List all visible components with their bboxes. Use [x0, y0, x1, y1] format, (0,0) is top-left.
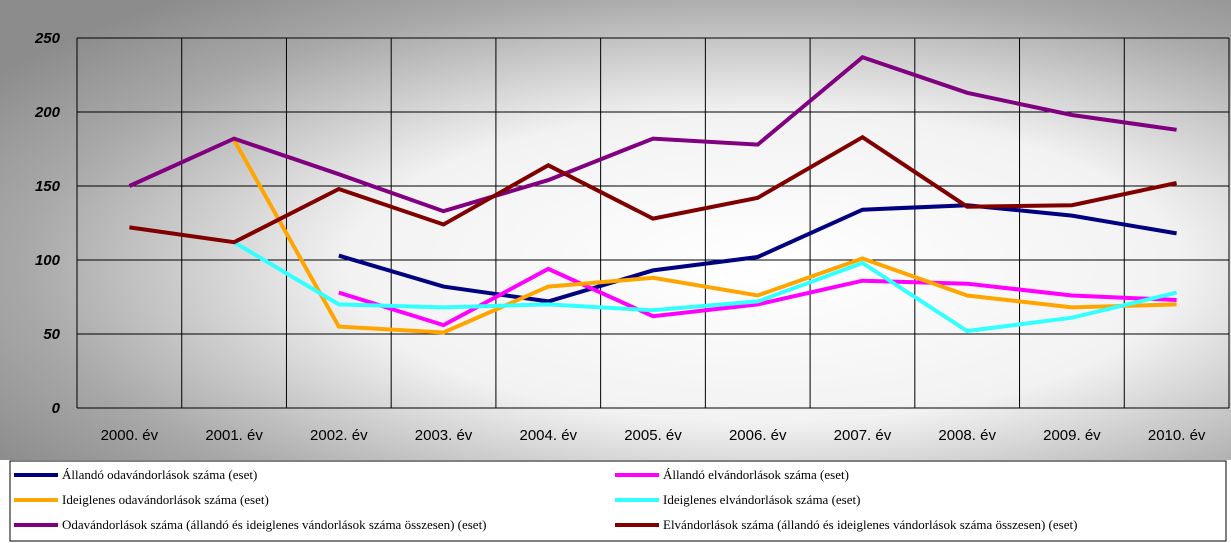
- x-tick-label: 2000. év: [101, 427, 159, 444]
- series-line-2: [232, 139, 1177, 335]
- legend-label: Elvándorlások száma (állandó és ideiglen…: [663, 517, 1077, 532]
- y-tick-label: 0: [52, 400, 61, 417]
- y-tick-label: 200: [34, 104, 61, 121]
- y-tick-label: 50: [43, 326, 60, 343]
- series-line-0: [338, 203, 1177, 304]
- series-line-3: [233, 240, 1178, 334]
- legend-label: Odavándorlások száma (állandó és ideigle…: [62, 517, 487, 532]
- legend-label: Ideiglenes odavándorlások száma (eset): [62, 492, 269, 507]
- y-tick-label: 250: [34, 30, 61, 47]
- x-tick-label: 2006. év: [729, 427, 787, 444]
- legend-label: Állandó odavándorlások száma (eset): [62, 467, 257, 482]
- legend: Állandó odavándorlások száma (eset) Állan…: [14, 467, 1077, 532]
- y-tick-label: 150: [35, 178, 61, 195]
- x-tick-label: 2002. év: [310, 427, 368, 444]
- series-line-4: [128, 54, 1177, 214]
- x-tick-label: 2005. év: [624, 427, 682, 444]
- x-tick-label: 2004. év: [519, 427, 577, 444]
- legend-label: Ideiglenes elvándorlások száma (eset): [663, 492, 860, 507]
- y-tick-label: 100: [35, 252, 61, 269]
- x-tick-label: 2003. év: [415, 427, 473, 444]
- legend-label: Állandó elvándorlások száma (eset): [663, 467, 849, 482]
- x-tick-label: 2008. év: [938, 427, 996, 444]
- x-tick-label: 2007. év: [834, 427, 892, 444]
- y-axis-ticks: 0 50 100 150 200 250: [34, 30, 61, 417]
- x-axis-ticks: 2000. év 2001. év 2002. év 2003. év 2004. év…: [101, 427, 1206, 444]
- chart-background: [0, 0, 1231, 460]
- x-tick-label: 2009. év: [1043, 427, 1101, 444]
- series-lines: [128, 54, 1178, 335]
- x-tick-label: 2010. év: [1148, 427, 1206, 444]
- series-line-5: [129, 134, 1178, 245]
- x-tick-label: 2001. év: [205, 427, 263, 444]
